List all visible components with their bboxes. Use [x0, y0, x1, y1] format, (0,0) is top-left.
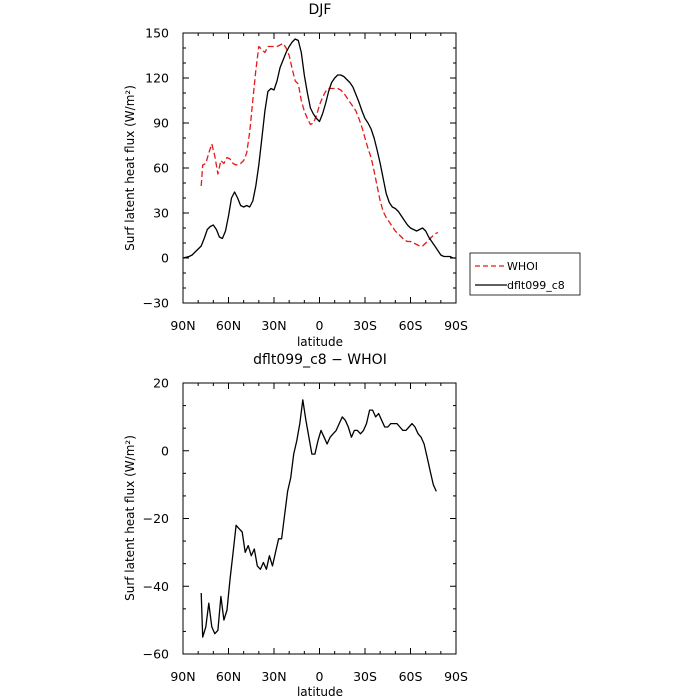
top-x-tick-label: 0: [316, 318, 324, 333]
bottom-series: [200, 399, 437, 638]
top-x-tick-label: 90N: [170, 318, 195, 333]
top-series: [182, 38, 456, 259]
top-panel: DJF 90N 60N 30N 0 30S 60S 90S−300306090120150 …: [123, 2, 468, 349]
bottom-y-tick-label: −40: [143, 579, 169, 594]
legend-box: [469, 252, 581, 296]
bottom-x-tick-label: 60N: [216, 669, 241, 684]
bottom-x-tick-label: 30S: [353, 669, 377, 684]
bottom-y-tick-label: 20: [153, 376, 169, 391]
top-x-axis-label: latitude: [297, 335, 343, 349]
bottom-y-tick-label: −60: [143, 647, 169, 662]
bottom-x-tick-label: 90N: [170, 669, 195, 684]
top-x-tick-label: 60N: [216, 318, 241, 333]
top-x-tick-label: 60S: [399, 318, 423, 333]
bottom-ticks: 90N 60N 30N 0 30S 60S 90S −60 −40 −20 0 20: [143, 376, 468, 685]
bottom-series-line-0: [200, 399, 437, 638]
bottom-x-axis-label: latitude: [297, 685, 343, 699]
bottom-x-tick-label: 90S: [444, 669, 468, 684]
bottom-x-tick-label: 0: [316, 669, 324, 684]
top-y-tick-label: −30: [143, 296, 169, 311]
top-y-tick-label: 90: [153, 116, 169, 131]
legend: WHOI dflt099_c8: [469, 252, 581, 296]
top-y-axis-label: Surf latent heat flux (W/m²): [123, 85, 137, 251]
top-y-tick-label: 30: [153, 206, 169, 221]
top-ticks: 90N 60N 30N 0 30S 60S 90S −30 0 30 60 90 120 150: [143, 26, 468, 334]
top-chart-title: DJF: [309, 2, 332, 18]
bottom-y-tick-label: −20: [143, 511, 169, 526]
top-x-tick-label: 30N: [261, 318, 286, 333]
top-y-tick-label: 150: [145, 26, 169, 41]
top-x-tick-label: 90S: [444, 318, 468, 333]
bottom-chart-title: dflt099_c8 − WHOI: [253, 352, 387, 368]
top-plot-frame: [182, 32, 457, 304]
top-y-tick-label: 0: [161, 251, 169, 266]
top-series-dflt099-c8: [182, 38, 456, 259]
legend-label-whoi: WHOI: [507, 260, 538, 273]
bottom-y-tick-label: 0: [161, 443, 169, 458]
top-y-tick-label: 120: [145, 71, 169, 86]
legend-label-model: dflt099_c8: [507, 279, 565, 292]
bottom-plot-frame: [182, 382, 457, 655]
bottom-x-tick-label: 60S: [399, 669, 423, 684]
top-y-tick-label: 60: [153, 161, 169, 176]
bottom-x-tick-label: 30N: [261, 669, 286, 684]
bottom-panel: dflt099_c8 − WHOI 90N 60N 30N 0 30S 60S 90S −60…: [123, 352, 468, 699]
bottom-y-axis-label: Surf latent heat flux (W/m²): [123, 435, 137, 601]
top-series-whoi: [200, 42, 439, 247]
top-x-tick-label: 30S: [353, 318, 377, 333]
